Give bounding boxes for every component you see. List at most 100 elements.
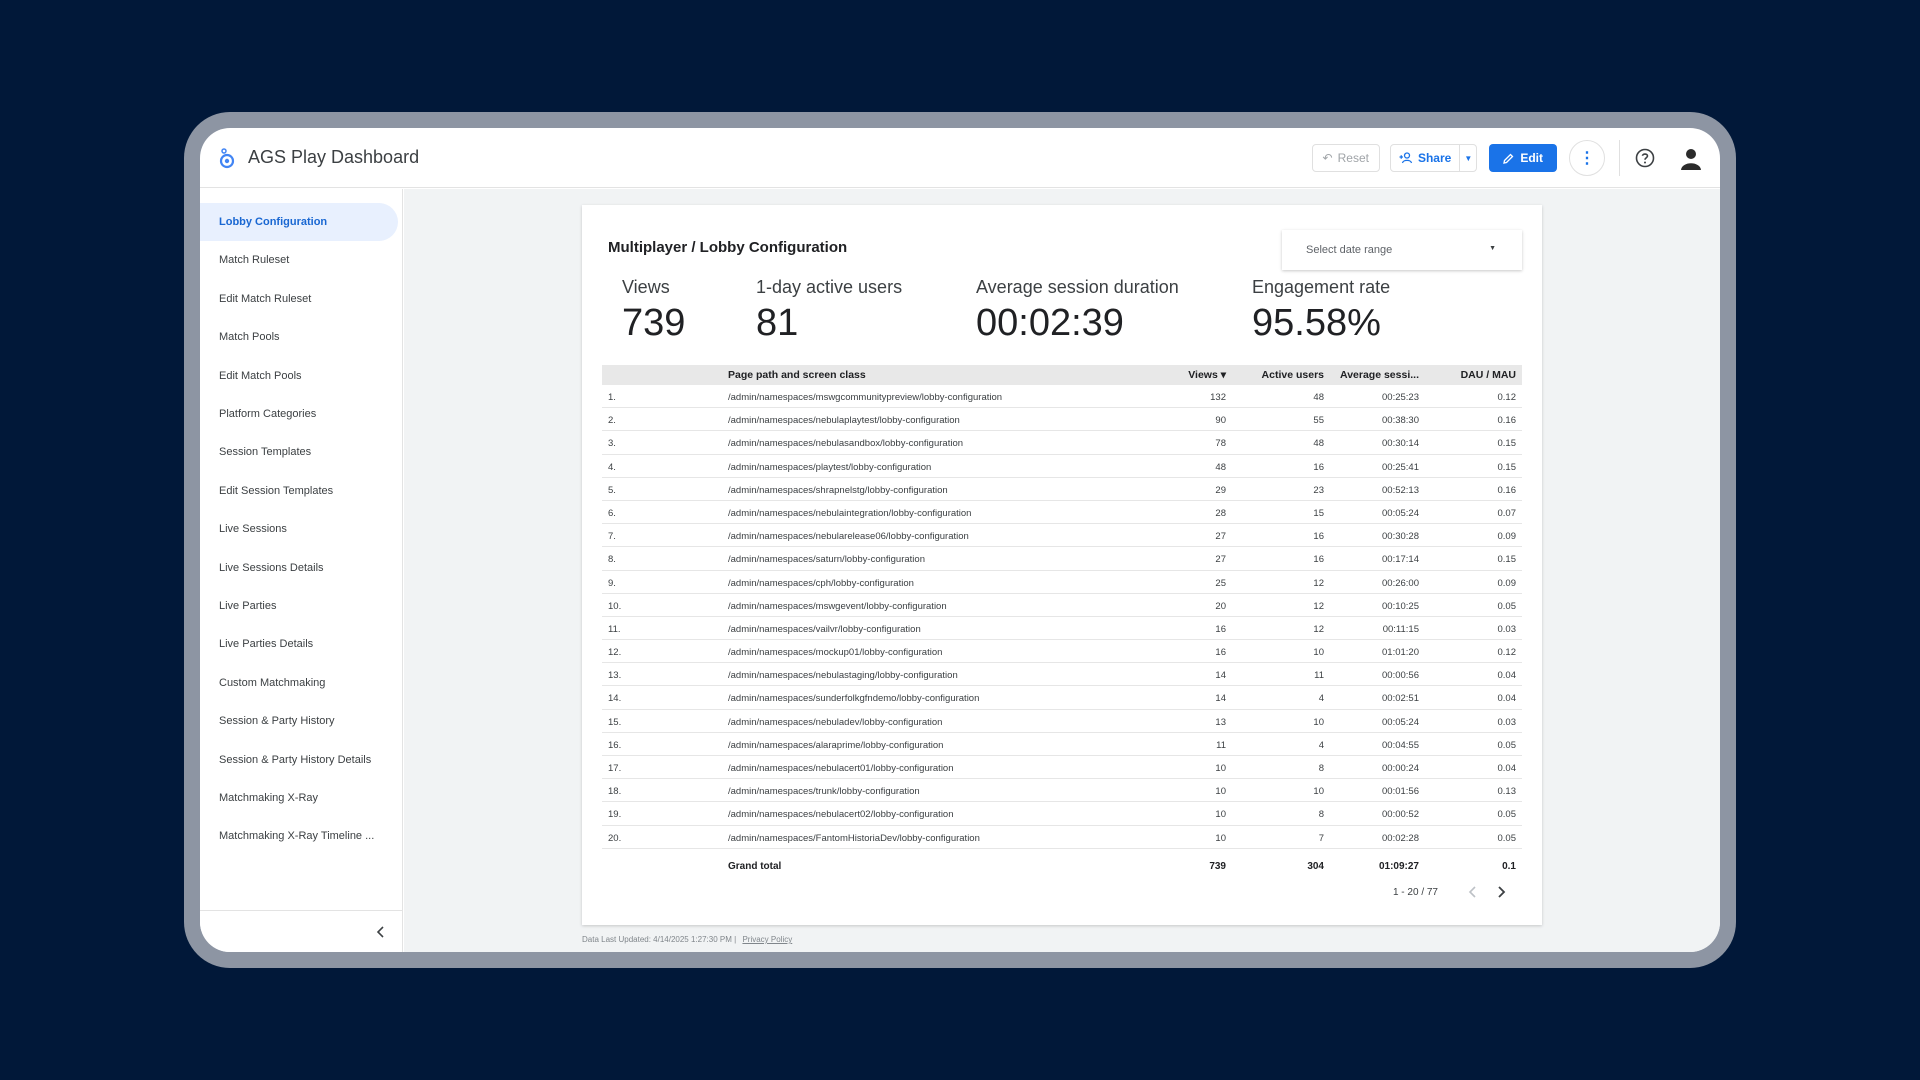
help-icon[interactable] — [1634, 147, 1656, 169]
cell-page-path: /admin/namespaces/mswgevent/lobby-config… — [728, 600, 947, 612]
sidebar-item-matchmaking-x-ray-timeline[interactable]: Matchmaking X-Ray Timeline ... — [219, 830, 375, 843]
cell-views: 11 — [1216, 739, 1226, 751]
cell-row-number: 9. — [608, 577, 616, 589]
cell-active-users: 12 — [1313, 600, 1324, 612]
cell-page-path: /admin/namespaces/FantomHistoriaDev/lobb… — [728, 832, 980, 844]
sidebar-item-custom-matchmaking[interactable]: Custom Matchmaking — [219, 676, 326, 689]
share-label: Share — [1417, 151, 1452, 165]
chevron-left-icon[interactable] — [1464, 885, 1482, 899]
table-row[interactable]: 8. /admin/namespaces/saturn/lobby-configu… — [602, 547, 1522, 571]
privacy-policy-link[interactable]: Privacy Policy — [742, 935, 793, 944]
report-page: Multiplayer / Lobby Configuration Select… — [582, 205, 1542, 925]
sidebar-item-session-party-history[interactable]: Session & Party History — [219, 715, 335, 728]
app-window: AGS Play Dashboard ↶ Reset Share — [200, 128, 1720, 952]
cell-avg-session: 01:01:20 — [1382, 647, 1419, 659]
share-dropdown-icon[interactable]: ▼ — [1464, 153, 1473, 163]
more-options-icon[interactable]: ⋮ — [1569, 140, 1605, 176]
sidebar-item-edit-match-ruleset[interactable]: Edit Match Ruleset — [219, 292, 312, 305]
table-row[interactable]: 20. /admin/namespaces/FantomHistoriaDev/l… — [602, 826, 1522, 849]
table-row[interactable]: 10. /admin/namespaces/mswgevent/lobby-con… — [602, 594, 1522, 617]
cell-page-path: /admin/namespaces/nebulasandbox/lobby-co… — [728, 438, 964, 450]
sidebar-item-session-party-history-details[interactable]: Session & Party History Details — [219, 753, 372, 766]
scorecard-value: 95.58% — [1252, 302, 1381, 344]
cell-avg-session: 00:30:14 — [1382, 438, 1419, 450]
table-row[interactable]: 19. /admin/namespaces/nebulacert02/lobby-… — [602, 802, 1522, 826]
cell-views: 14 — [1215, 693, 1226, 705]
sidebar-item-live-parties-details[interactable]: Live Parties Details — [219, 638, 314, 651]
table-row[interactable]: 13. /admin/namespaces/nebulastaging/lobby… — [602, 663, 1522, 687]
cell-dau-mau: 0.05 — [1497, 809, 1517, 821]
caret-down-icon: ▼ — [1489, 245, 1496, 252]
date-range-selector[interactable]: Select date range ▼ — [1282, 230, 1522, 270]
table-row[interactable]: 7. /admin/namespaces/nebularelease06/lobb… — [602, 524, 1522, 548]
cell-active-users: 23 — [1313, 484, 1324, 496]
sidebar-item-edit-match-pools[interactable]: Edit Match Pools — [219, 369, 302, 382]
edit-button[interactable]: Edit — [1489, 144, 1557, 172]
cell-active-users: 16 — [1313, 554, 1324, 566]
sidebar-item-live-parties[interactable]: Live Parties — [219, 600, 277, 612]
cell-dau-mau: 0.05 — [1497, 600, 1517, 612]
chevron-right-icon[interactable] — [1492, 885, 1510, 899]
sidebar-item-session-templates[interactable]: Session Templates — [219, 446, 312, 459]
column-header-path[interactable]: Page path and screen class — [728, 369, 866, 381]
table-row[interactable]: 9. /admin/namespaces/cph/lobby-configurat… — [602, 571, 1522, 594]
chevron-left-icon[interactable] — [374, 925, 388, 939]
cell-dau-mau: 0.05 — [1497, 832, 1517, 844]
cell-row-number: 3. — [608, 438, 616, 450]
sidebar-item-lobby-configuration[interactable]: Lobby Configuration — [200, 203, 398, 241]
table-row[interactable]: 3. /admin/namespaces/nebulasandbox/lobby-… — [602, 431, 1522, 455]
table-row[interactable]: 2. /admin/namespaces/nebulaplaytest/lobby… — [602, 408, 1522, 432]
pencil-icon — [1503, 153, 1514, 164]
column-header-avg-session[interactable]: Average sessi... — [1340, 369, 1419, 381]
table-row[interactable]: 14. /admin/namespaces/sunderfolkgfndemo/l… — [602, 686, 1522, 710]
cell-avg-session: 00:05:24 — [1382, 716, 1419, 728]
cell-views: 28 — [1215, 507, 1226, 519]
sidebar-item-platform-categories[interactable]: Platform Categories — [219, 408, 317, 420]
table-row[interactable]: 1. /admin/namespaces/mswgcommunitypreview… — [602, 385, 1522, 409]
cell-active-users: 8 — [1318, 763, 1324, 774]
top-bar: AGS Play Dashboard ↶ Reset Share — [200, 128, 1720, 188]
table-row[interactable]: 6. /admin/namespaces/nebulaintegration/lo… — [602, 501, 1522, 525]
column-header-views[interactable]: Views ▾ — [1188, 369, 1226, 381]
cell-row-number: 11. — [608, 623, 621, 635]
table-row[interactable]: 11. /admin/namespaces/vailvr/lobby-config… — [602, 617, 1522, 641]
table-body: 1. /admin/namespaces/mswgcommunitypreview… — [602, 385, 1522, 849]
sidebar-item-match-pools[interactable]: Match Pools — [219, 331, 280, 344]
cell-dau-mau: 0.16 — [1497, 484, 1517, 496]
cell-dau-mau: 0.03 — [1497, 716, 1517, 728]
user-avatar-icon[interactable] — [1678, 145, 1704, 171]
cell-dau-mau: 0.04 — [1497, 763, 1517, 774]
cell-dau-mau: 0.15 — [1497, 554, 1517, 566]
table-row[interactable]: 18. /admin/namespaces/trunk/lobby-configu… — [602, 779, 1522, 803]
cell-active-users: 11 — [1314, 670, 1324, 682]
cell-dau-mau: 0.13 — [1497, 786, 1517, 798]
cell-avg-session: 00:11:15 — [1382, 623, 1419, 635]
scorecard-label: 1-day active users — [756, 277, 903, 297]
cell-views: 10 — [1215, 763, 1226, 774]
sidebar-item-live-sessions-details[interactable]: Live Sessions Details — [219, 561, 324, 574]
sidebar-item-edit-session-templates[interactable]: Edit Session Templates — [219, 484, 334, 497]
total-label: Grand total — [728, 860, 782, 872]
cell-page-path: /admin/namespaces/alaraprime/lobby-confi… — [728, 739, 944, 751]
cell-page-path: /admin/namespaces/nebulaintegration/lobb… — [728, 507, 972, 519]
cell-views: 10 — [1215, 832, 1226, 844]
cell-avg-session: 00:05:24 — [1382, 507, 1419, 519]
reset-button[interactable]: ↶ Reset — [1311, 144, 1380, 172]
table-row[interactable]: 16. /admin/namespaces/alaraprime/lobby-co… — [602, 733, 1522, 756]
cell-avg-session: 00:00:52 — [1382, 809, 1419, 821]
table-row[interactable]: 17. /admin/namespaces/nebulacert01/lobby-… — [602, 756, 1522, 780]
column-header-active-users[interactable]: Active users — [1261, 369, 1324, 381]
date-range-placeholder: Select date range — [1306, 244, 1393, 256]
share-button[interactable]: Share — [1391, 145, 1461, 171]
cell-page-path: /admin/namespaces/cph/lobby-configuratio… — [728, 577, 914, 589]
sidebar-item-matchmaking-x-ray[interactable]: Matchmaking X-Ray — [219, 792, 319, 804]
sidebar-item-live-sessions[interactable]: Live Sessions — [219, 523, 287, 536]
table-row[interactable]: 4. /admin/namespaces/playtest/lobby-confi… — [602, 455, 1522, 478]
table-row[interactable]: 15. /admin/namespaces/nebuladev/lobby-con… — [602, 710, 1522, 733]
table-row[interactable]: 12. /admin/namespaces/mockup01/lobby-conf… — [602, 640, 1522, 664]
sidebar-item-match-ruleset[interactable]: Match Ruleset — [219, 254, 290, 267]
table-row[interactable]: 5. /admin/namespaces/shrapnelstg/lobby-co… — [602, 478, 1522, 501]
table-header: Page path and screen class Views ▾ Activ… — [602, 365, 1522, 385]
column-header-dau-mau[interactable]: DAU / MAU — [1460, 369, 1516, 381]
cell-row-number: 12. — [608, 647, 622, 659]
